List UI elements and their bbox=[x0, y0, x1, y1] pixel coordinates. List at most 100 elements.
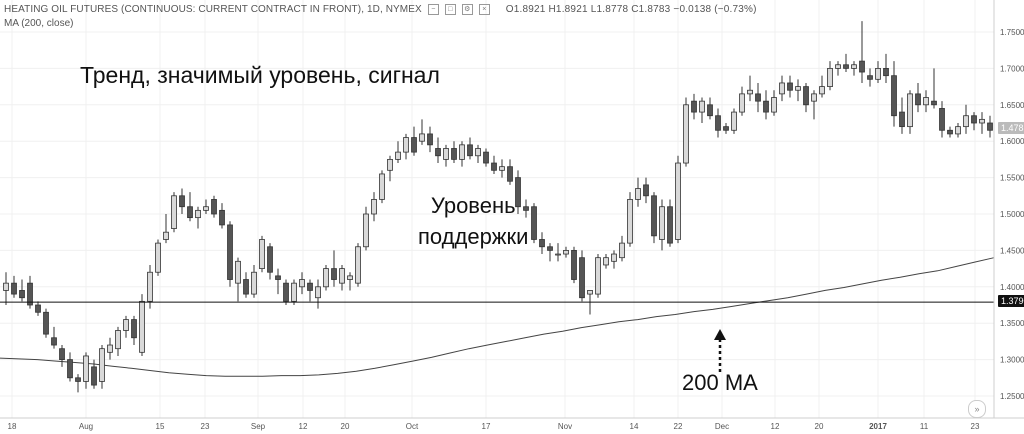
candle-body bbox=[203, 206, 209, 211]
candle-body bbox=[267, 246, 273, 273]
candle bbox=[43, 308, 49, 338]
candle-body bbox=[891, 75, 897, 117]
candle bbox=[123, 315, 129, 338]
candle-body bbox=[595, 257, 601, 295]
candle-body bbox=[803, 86, 809, 106]
close-icon[interactable]: × bbox=[478, 4, 490, 15]
hide-series-button[interactable]: − bbox=[427, 4, 439, 15]
candle bbox=[987, 115, 993, 138]
candle bbox=[803, 82, 809, 113]
candle-body bbox=[955, 126, 961, 135]
candle bbox=[379, 170, 385, 204]
candle bbox=[947, 126, 953, 138]
candle bbox=[3, 272, 9, 305]
candle-body bbox=[763, 100, 769, 113]
candle bbox=[563, 246, 569, 258]
candle-body bbox=[619, 242, 625, 259]
x-tick-label: 20 bbox=[815, 422, 824, 431]
candle bbox=[403, 133, 409, 160]
candle-body bbox=[403, 137, 409, 153]
candle bbox=[235, 257, 241, 302]
support-price-tag: 1.3790 bbox=[998, 295, 1024, 307]
maximize-button[interactable]: □ bbox=[444, 4, 456, 15]
y-tick-label: 1.3500 bbox=[1000, 319, 1024, 328]
candle bbox=[531, 203, 537, 244]
candle-body bbox=[667, 206, 673, 244]
candle bbox=[835, 61, 841, 76]
candle bbox=[219, 203, 225, 229]
candle bbox=[723, 123, 729, 134]
candle bbox=[731, 108, 737, 134]
candle bbox=[83, 352, 89, 389]
candle-body bbox=[723, 126, 729, 131]
candle-body bbox=[275, 275, 281, 280]
candle-body bbox=[691, 100, 697, 113]
candle bbox=[923, 90, 929, 113]
candle-body bbox=[867, 75, 873, 80]
candle bbox=[643, 177, 649, 204]
candle-body bbox=[155, 242, 161, 273]
candle-body bbox=[491, 162, 497, 171]
scroll-to-end-icon[interactable]: » bbox=[968, 400, 986, 418]
candle bbox=[435, 137, 441, 164]
candle-body bbox=[555, 253, 561, 256]
x-tick-label: 12 bbox=[771, 422, 780, 431]
candle bbox=[979, 112, 985, 134]
candle bbox=[51, 326, 57, 349]
candle-body bbox=[347, 275, 353, 280]
candle bbox=[547, 243, 553, 262]
ohlc-readout: O1.8921 H1.8921 L1.8778 C1.8783 −0.0138 … bbox=[505, 4, 757, 15]
candle-body bbox=[755, 93, 761, 102]
candle-body bbox=[715, 115, 721, 131]
candle bbox=[651, 192, 657, 244]
y-tick-label: 1.5500 bbox=[1000, 174, 1024, 183]
candle-body bbox=[923, 97, 929, 106]
candle-body bbox=[387, 158, 393, 171]
candle-body bbox=[459, 144, 465, 160]
settings-gear-icon[interactable]: ⚙ bbox=[461, 4, 473, 15]
candle-body bbox=[59, 348, 65, 360]
candle-body bbox=[467, 144, 473, 157]
candle bbox=[107, 337, 113, 360]
candle-body bbox=[515, 177, 521, 208]
candle bbox=[211, 195, 217, 218]
candle-body bbox=[795, 86, 801, 91]
candle-body bbox=[683, 104, 689, 164]
candle bbox=[475, 144, 481, 164]
candle bbox=[883, 53, 889, 83]
x-tick-label: 18 bbox=[8, 422, 17, 431]
candle bbox=[971, 112, 977, 131]
candle bbox=[139, 294, 145, 356]
candle bbox=[99, 345, 105, 389]
y-tick-label: 1.6000 bbox=[1000, 137, 1024, 146]
candle-body bbox=[979, 118, 985, 124]
candle bbox=[227, 221, 233, 287]
ma-annotation: 200 MA bbox=[682, 370, 758, 395]
candle bbox=[691, 93, 697, 120]
candle-body bbox=[483, 151, 489, 164]
candle-body bbox=[571, 249, 577, 280]
candle bbox=[483, 148, 489, 167]
candle-body bbox=[931, 100, 937, 106]
candle bbox=[155, 239, 161, 276]
candle bbox=[875, 61, 881, 83]
candle bbox=[291, 279, 297, 305]
candle-body bbox=[963, 115, 969, 128]
candle-body bbox=[587, 290, 593, 295]
candle bbox=[339, 264, 345, 291]
candle bbox=[187, 192, 193, 222]
instrument-title: HEATING OIL FUTURES (CONTINUOUS: CURRENT… bbox=[4, 4, 422, 15]
candle-body bbox=[235, 260, 241, 284]
candle bbox=[411, 126, 417, 156]
candle bbox=[147, 264, 153, 309]
candle-body bbox=[291, 282, 297, 302]
candle-body bbox=[411, 137, 417, 153]
moving-average-200 bbox=[0, 257, 995, 377]
candle-body bbox=[211, 199, 217, 215]
candle-body bbox=[219, 209, 225, 226]
candle-body bbox=[947, 129, 953, 135]
candle-body bbox=[675, 162, 681, 240]
candle-body bbox=[371, 199, 377, 215]
candle-body bbox=[395, 151, 401, 160]
ma-indicator-label[interactable]: MA (200, close) bbox=[4, 18, 74, 29]
